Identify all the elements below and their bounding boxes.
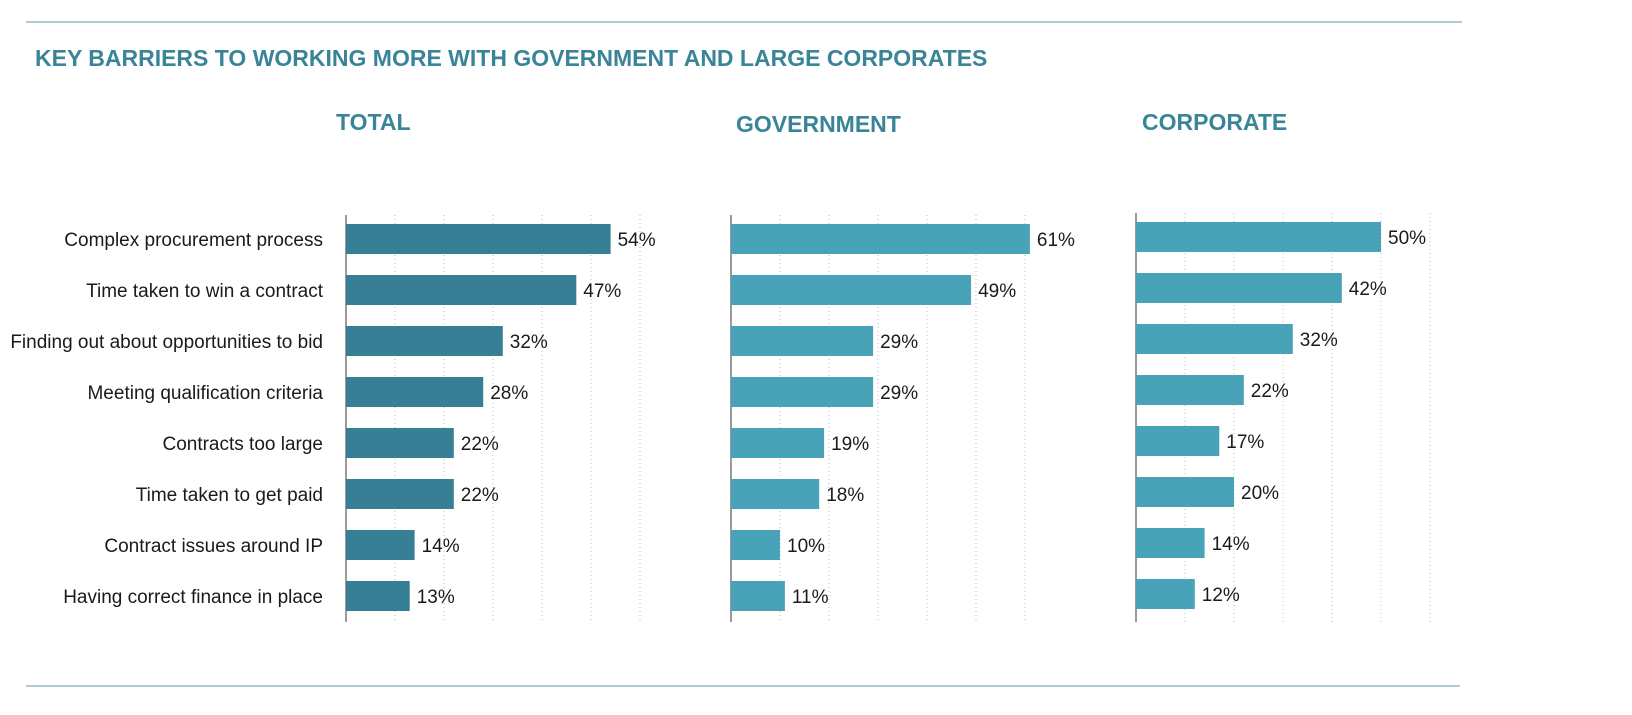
panel-title-government: GOVERNMENT [736,111,901,137]
category-label: Complex procurement process [64,230,323,251]
bar [731,275,972,305]
value-label: 10% [787,536,825,557]
value-label: 61% [1037,230,1075,251]
bar [346,479,454,509]
bar [731,581,785,611]
value-label: 18% [826,485,864,506]
value-label: 29% [880,332,918,353]
value-label: 20% [1241,483,1279,504]
value-label: 49% [978,281,1016,302]
category-label: Finding out about opportunities to bid [10,332,323,353]
value-label: 22% [461,434,499,455]
category-label: Meeting qualification criteria [87,383,323,404]
bar [731,377,874,407]
bar [1136,222,1381,252]
category-labels: Complex procurement process Time taken to… [10,230,323,608]
bar [1136,273,1342,303]
bar [1136,579,1195,609]
panel-government: 61% 49% 29% 29% 19% 18% 10% 11% [730,215,1075,622]
category-label: Having correct finance in place [63,587,323,608]
bar [731,428,825,458]
bar [346,377,484,407]
bar [1136,426,1220,456]
bar [346,428,454,458]
chart-panels: 54% 47% 32% 28% 22% 22% 14% 13% 61% 49% 29% 29% 19% 1… [345,213,1431,622]
value-label: 14% [422,536,460,557]
value-label: 13% [417,587,455,608]
bar [1136,324,1293,354]
category-label: Time taken to get paid [136,485,323,506]
bar [731,224,1030,254]
value-label: 22% [461,485,499,506]
main-title: KEY BARRIERS TO WORKING MORE WITH GOVERN… [35,45,987,71]
bar [731,479,820,509]
bar [731,530,780,560]
value-label: 32% [510,332,548,353]
bar [1136,477,1234,507]
value-label: 29% [880,383,918,404]
category-label: Contracts too large [162,434,323,455]
value-label: 12% [1202,585,1240,606]
category-label: Time taken to win a contract [86,281,324,302]
value-label: 11% [792,587,829,608]
value-label: 42% [1349,279,1387,300]
value-label: 50% [1388,228,1426,249]
bar [731,326,874,356]
value-label: 32% [1300,330,1338,351]
value-label: 54% [618,230,656,251]
panel-total: 54% 47% 32% 28% 22% 22% 14% 13% [345,215,656,622]
bar [346,581,410,611]
bar [346,275,577,305]
value-label: 14% [1212,534,1250,555]
value-label: 28% [490,383,528,404]
panel-title-corporate: CORPORATE [1142,109,1287,135]
panel-corporate: 50% 42% 32% 22% 17% 20% 14% 12% [1135,213,1431,622]
value-label: 22% [1251,381,1289,402]
category-label: Contract issues around IP [104,536,323,557]
bar [346,530,415,560]
bar [1136,375,1244,405]
panel-title-total: TOTAL [336,109,411,135]
value-label: 17% [1226,432,1264,453]
bar [346,224,611,254]
value-label: 19% [831,434,869,455]
bar [1136,528,1205,558]
bar [346,326,503,356]
value-label: 47% [583,281,621,302]
